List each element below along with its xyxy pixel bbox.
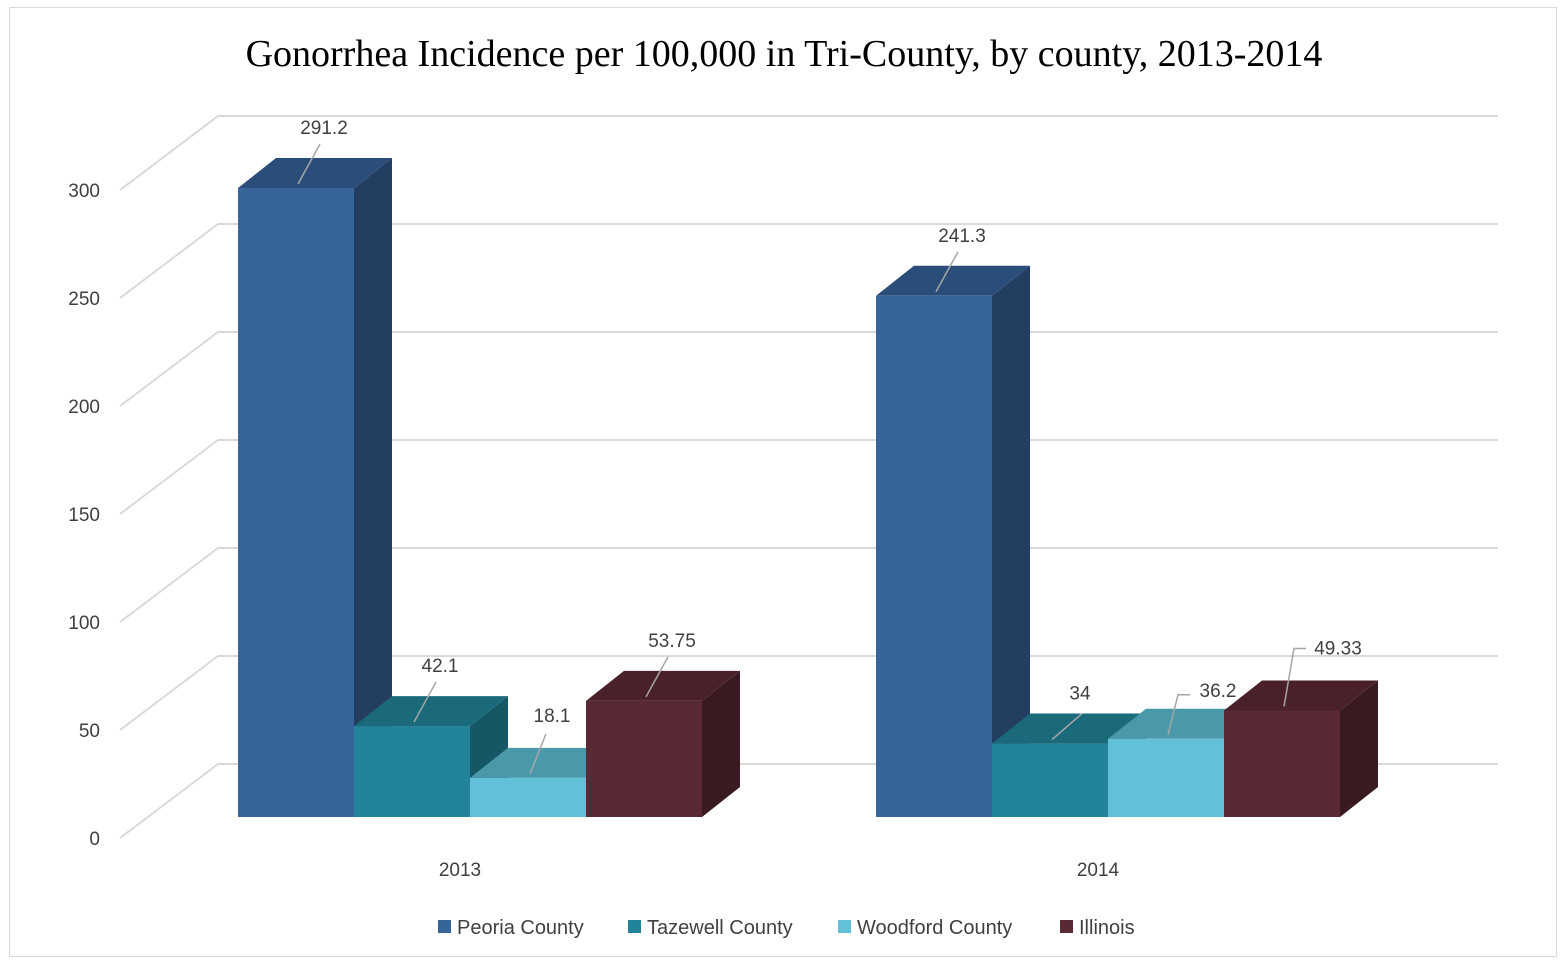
axes: 0 50 100 150 200 250 300 2013 2014 xyxy=(68,181,1119,881)
legend-label: Woodford County xyxy=(857,917,1012,939)
y-tick-label: 50 xyxy=(79,721,100,742)
x-category-label: 2014 xyxy=(1077,860,1120,881)
legend-item-illinois: Illinois xyxy=(1060,917,1135,939)
bar-top xyxy=(470,747,624,778)
leader-line xyxy=(645,656,669,698)
bar-front xyxy=(1224,710,1340,817)
bar-front xyxy=(992,743,1108,817)
gridline-diagonal xyxy=(119,223,219,299)
bar-front xyxy=(1108,738,1224,817)
data-label: 42.1 xyxy=(422,656,459,677)
x-category-label: 2013 xyxy=(439,860,481,881)
y-tick-label: 0 xyxy=(89,829,100,850)
legend-swatch xyxy=(1060,920,1073,933)
gridline-diagonal xyxy=(119,763,219,839)
bar-top xyxy=(238,158,392,189)
bar-front xyxy=(470,777,586,817)
bar-front xyxy=(876,295,992,817)
data-label: 18.1 xyxy=(534,706,571,727)
bar-front xyxy=(586,700,702,817)
legend-item-peoria-county: Peoria County xyxy=(438,917,584,939)
y-tick-label: 200 xyxy=(68,397,100,418)
bar-side xyxy=(1340,680,1378,817)
legend-swatch xyxy=(438,920,451,933)
bar-illinois-2014 xyxy=(1224,680,1378,817)
data-label: 49.33 xyxy=(1314,638,1362,659)
data-labels: 291.2 42.1 18.1 53.75 241.3 34 36.2 49.33 xyxy=(297,118,1362,775)
legend-label: Illinois xyxy=(1079,917,1135,939)
bar-peoria-county-2014 xyxy=(876,265,1030,817)
bar-illinois-2013 xyxy=(586,670,740,817)
data-label: 34 xyxy=(1069,684,1091,705)
leader-line xyxy=(935,251,959,293)
data-label: 241.3 xyxy=(938,226,986,247)
y-tick-label: 300 xyxy=(68,181,100,202)
data-label: 36.2 xyxy=(1200,681,1237,702)
gridline-diagonal xyxy=(119,115,219,191)
bar-front xyxy=(354,726,470,817)
y-tick-label: 100 xyxy=(68,613,100,634)
leader-line xyxy=(529,733,547,775)
bar-side xyxy=(354,158,392,817)
y-tick-label: 150 xyxy=(68,505,100,526)
bar-top xyxy=(1108,708,1262,739)
data-label: 53.75 xyxy=(648,631,696,652)
bar-top xyxy=(354,696,508,727)
legend: Peoria County Tazewell County Woodford Cou… xyxy=(438,917,1135,939)
gridline-diagonal xyxy=(119,439,219,515)
leader-line xyxy=(413,681,437,723)
legend-swatch xyxy=(628,920,641,933)
chart-title: Gonorrhea Incidence per 100,000 in Tri-C… xyxy=(245,33,1323,75)
bar-top xyxy=(1224,680,1378,711)
gridline-diagonal xyxy=(119,331,219,407)
bar-side xyxy=(702,670,740,817)
leader-line xyxy=(1167,694,1190,735)
leader-line xyxy=(297,143,321,185)
leader-line xyxy=(1051,712,1083,741)
bar-top xyxy=(876,265,1030,296)
legend-item-tazewell-county: Tazewell County xyxy=(628,917,793,939)
legend-item-woodford-county: Woodford County xyxy=(838,917,1012,939)
legend-label: Tazewell County xyxy=(647,917,793,939)
bar-top xyxy=(586,670,740,701)
gridline-diagonal xyxy=(119,655,219,731)
legend-label: Peoria County xyxy=(457,917,584,939)
bar-peoria-county-2013 xyxy=(238,158,392,817)
bars xyxy=(238,158,1378,817)
bar-top xyxy=(992,713,1146,744)
y-tick-label: 250 xyxy=(68,289,100,310)
data-label: 291.2 xyxy=(300,118,348,139)
bar-front xyxy=(238,188,354,817)
gridline-diagonal xyxy=(119,547,219,623)
leader-line xyxy=(1283,647,1306,707)
bar-side xyxy=(992,265,1030,817)
legend-swatch xyxy=(838,920,851,933)
